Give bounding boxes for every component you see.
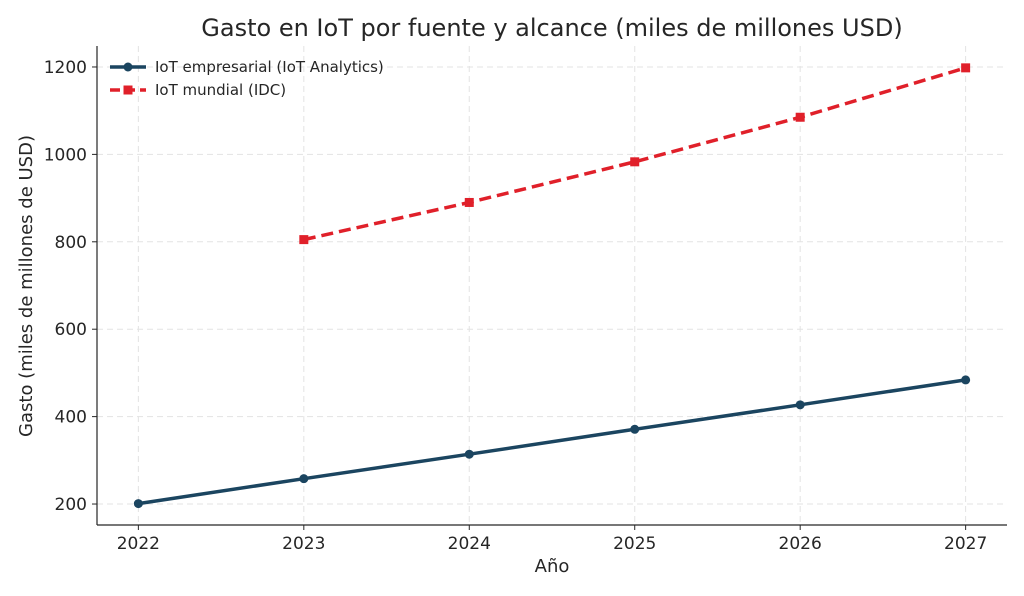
grid xyxy=(97,46,1007,525)
y-tick-label: 800 xyxy=(55,233,87,253)
data-point xyxy=(961,63,971,73)
y-tick-label: 200 xyxy=(55,495,87,515)
data-point xyxy=(630,157,640,167)
chart-title: Gasto en IoT por fuente y alcance (miles… xyxy=(201,14,902,42)
legend: IoT empresarial (IoT Analytics) IoT mundi… xyxy=(110,58,384,99)
data-point xyxy=(795,400,805,410)
axes: 2022 2023 2024 2025 2026 2027 200 400 600 800 1000… xyxy=(44,46,1007,554)
data-point xyxy=(464,449,474,459)
series-line xyxy=(138,378,966,506)
x-axis-label: Año xyxy=(535,556,570,577)
y-tick-label: 400 xyxy=(55,408,87,428)
data-point xyxy=(795,112,805,122)
legend-label: IoT empresarial (IoT Analytics) xyxy=(155,58,384,76)
y-tick-label: 1200 xyxy=(44,58,87,78)
data-point xyxy=(299,474,309,484)
x-tick-label: 2026 xyxy=(779,534,822,554)
y-tick-label: 600 xyxy=(55,320,87,340)
legend-marker xyxy=(123,85,133,95)
y-tick-label: 1000 xyxy=(44,145,87,165)
data-point xyxy=(464,197,474,207)
legend-marker xyxy=(123,62,133,72)
x-tick-label: 2023 xyxy=(282,534,325,554)
x-tick-label: 2024 xyxy=(448,534,491,554)
x-tick-label: 2022 xyxy=(117,534,160,554)
series-line xyxy=(303,66,967,242)
y-axis-label: Gasto (miles de millones de USD) xyxy=(16,135,37,437)
data-point xyxy=(630,424,640,434)
data-point xyxy=(961,375,971,385)
data-point xyxy=(133,499,143,509)
data-point xyxy=(299,235,309,245)
series-layer xyxy=(133,63,971,509)
x-tick-label: 2025 xyxy=(613,534,656,554)
x-tick-label: 2027 xyxy=(944,534,987,554)
legend-label: IoT mundial (IDC) xyxy=(155,81,286,99)
